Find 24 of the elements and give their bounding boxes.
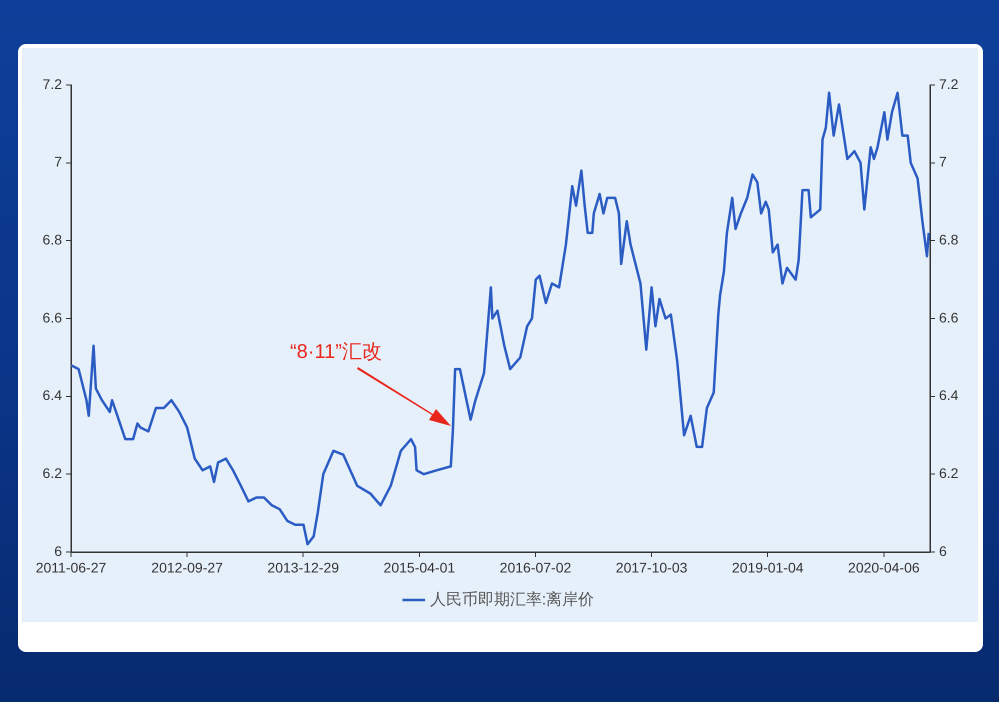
y2-tick-label: 6: [939, 542, 947, 559]
x-tick-label: 2012-09-27: [151, 559, 224, 576]
x-tick-label: 2016-07-02: [500, 559, 572, 576]
y-tick-label: 6.2: [42, 465, 62, 482]
legend-label: 人民币即期汇率:离岸价: [430, 590, 594, 608]
y-tick-label: 6.4: [42, 387, 62, 404]
x-tick-label: 2020-04-06: [848, 559, 920, 576]
x-tick-label: 2017-10-03: [616, 559, 688, 576]
y2-tick-label: 6.2: [939, 465, 959, 482]
x-tick-label: 2011-06-27: [36, 559, 106, 576]
x-tick-label: 2019-01-04: [732, 559, 804, 576]
y-tick-label: 6: [54, 542, 62, 559]
y2-tick-label: 7.2: [939, 76, 959, 92]
y2-tick-label: 6.8: [939, 232, 959, 248]
y-tick-label: 7.2: [42, 76, 62, 92]
x-tick-label: 2015-04-01: [384, 559, 456, 576]
y2-tick-label: 7: [939, 154, 947, 170]
annotation: “8·11”汇改: [290, 341, 382, 363]
y2-tick-label: 6.6: [939, 309, 959, 326]
x-tick-label: 2013-12-29: [267, 559, 340, 576]
y-tick-label: 6.8: [42, 232, 62, 248]
y-tick-label: 6.6: [42, 309, 62, 326]
y-tick-label: 7: [54, 154, 62, 170]
y2-tick-label: 6.4: [939, 387, 959, 404]
